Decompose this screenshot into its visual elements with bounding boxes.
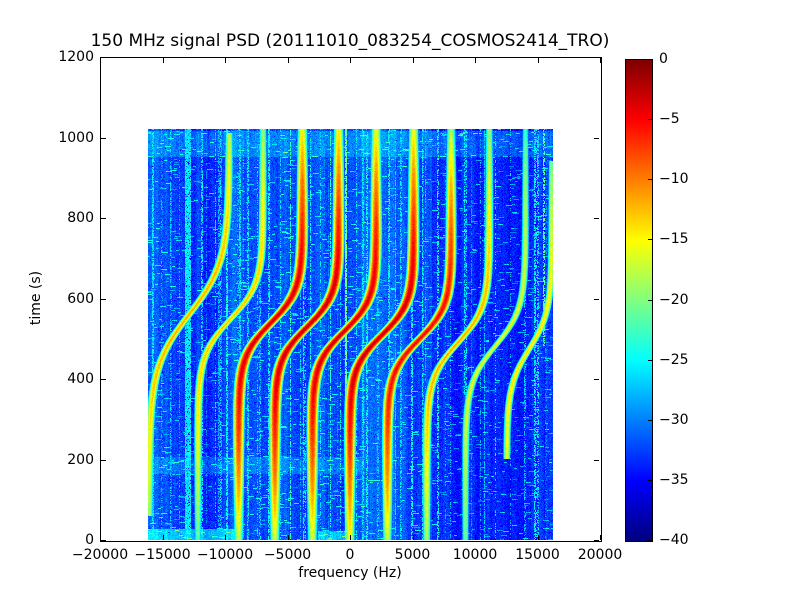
colorbar-tick-mark xyxy=(648,299,652,301)
x-tick-label: 20000 xyxy=(577,547,623,563)
colorbar-tick-mark xyxy=(648,59,652,60)
x-tick-mark xyxy=(475,58,476,63)
colorbar-tick-mark xyxy=(648,479,652,481)
colorbar-tick-label: −10 xyxy=(659,171,689,188)
colorbar-tick-label: −25 xyxy=(659,351,689,368)
x-tick-mark xyxy=(162,535,164,540)
colorbar-tick-label: −5 xyxy=(659,111,680,128)
y-tick-label: 1200 xyxy=(58,49,94,65)
y-tick-mark xyxy=(594,298,599,300)
x-tick-mark xyxy=(287,58,289,63)
y-tick-mark xyxy=(594,137,599,139)
y-tick-mark xyxy=(594,57,599,58)
y-tick-label: 200 xyxy=(67,451,94,468)
x-tick-mark xyxy=(225,535,226,540)
x-tick-mark xyxy=(100,535,101,540)
colorbar xyxy=(625,59,653,542)
y-tick-mark xyxy=(594,540,599,541)
y-tick-mark xyxy=(594,379,599,380)
x-tick-mark xyxy=(537,535,539,540)
x-tick-mark xyxy=(412,535,414,540)
y-tick-label: 1000 xyxy=(58,129,94,146)
x-tick-mark xyxy=(350,58,351,63)
colorbar-tick-label: −20 xyxy=(659,291,689,308)
x-tick-mark xyxy=(287,535,289,540)
x-tick-label: 15000 xyxy=(515,547,560,563)
x-tick-mark xyxy=(537,58,539,63)
x-tick-mark xyxy=(225,58,226,63)
x-tick-mark xyxy=(600,58,601,63)
y-tick-mark xyxy=(594,218,599,219)
x-tick-label: 0 xyxy=(345,547,355,563)
y-tick-mark xyxy=(101,218,106,219)
chart-title: 150 MHz signal PSD (20111010_083254_COSM… xyxy=(90,31,610,51)
x-tick-label: −5000 xyxy=(263,547,312,563)
y-tick-mark xyxy=(101,298,106,300)
x-tick-mark xyxy=(475,535,476,540)
spectrogram-image xyxy=(147,129,553,541)
colorbar-tick-mark xyxy=(648,239,652,241)
x-tick-mark xyxy=(412,58,414,63)
x-tick-label: −20000 xyxy=(71,547,129,563)
colorbar-tick-label: −40 xyxy=(659,532,689,548)
y-tick-mark xyxy=(101,540,106,541)
x-tick-label: −15000 xyxy=(134,547,191,563)
x-tick-mark xyxy=(162,58,164,63)
colorbar-tick-mark xyxy=(648,359,652,361)
colorbar-tick-label: 0 xyxy=(659,51,668,67)
y-tick-label: 600 xyxy=(67,290,94,307)
x-tick-label: 10000 xyxy=(452,547,498,563)
y-tick-mark xyxy=(101,459,106,461)
x-tick-label: 5000 xyxy=(394,547,431,563)
x-tick-mark xyxy=(350,535,351,540)
colorbar-tick-label: −15 xyxy=(659,231,689,248)
colorbar-gradient xyxy=(626,60,652,541)
y-tick-mark xyxy=(101,57,106,58)
y-tick-label: 0 xyxy=(85,532,94,548)
x-tick-label: −10000 xyxy=(196,547,254,563)
y-tick-label: 400 xyxy=(67,371,94,387)
x-tick-mark xyxy=(600,535,601,540)
colorbar-tick-mark xyxy=(648,419,652,421)
y-tick-mark xyxy=(101,137,106,139)
colorbar-tick-mark xyxy=(648,179,652,181)
colorbar-tick-label: −35 xyxy=(659,471,689,488)
colorbar-tick-label: −30 xyxy=(659,411,689,428)
x-tick-mark xyxy=(100,58,101,63)
y-tick-label: 800 xyxy=(67,210,94,226)
y-tick-mark xyxy=(594,459,599,461)
plot-area xyxy=(100,57,602,542)
colorbar-tick-mark xyxy=(648,119,652,121)
y-tick-mark xyxy=(101,379,106,380)
colorbar-tick-mark xyxy=(648,540,652,541)
x-axis-label: frequency (Hz) xyxy=(298,565,402,581)
